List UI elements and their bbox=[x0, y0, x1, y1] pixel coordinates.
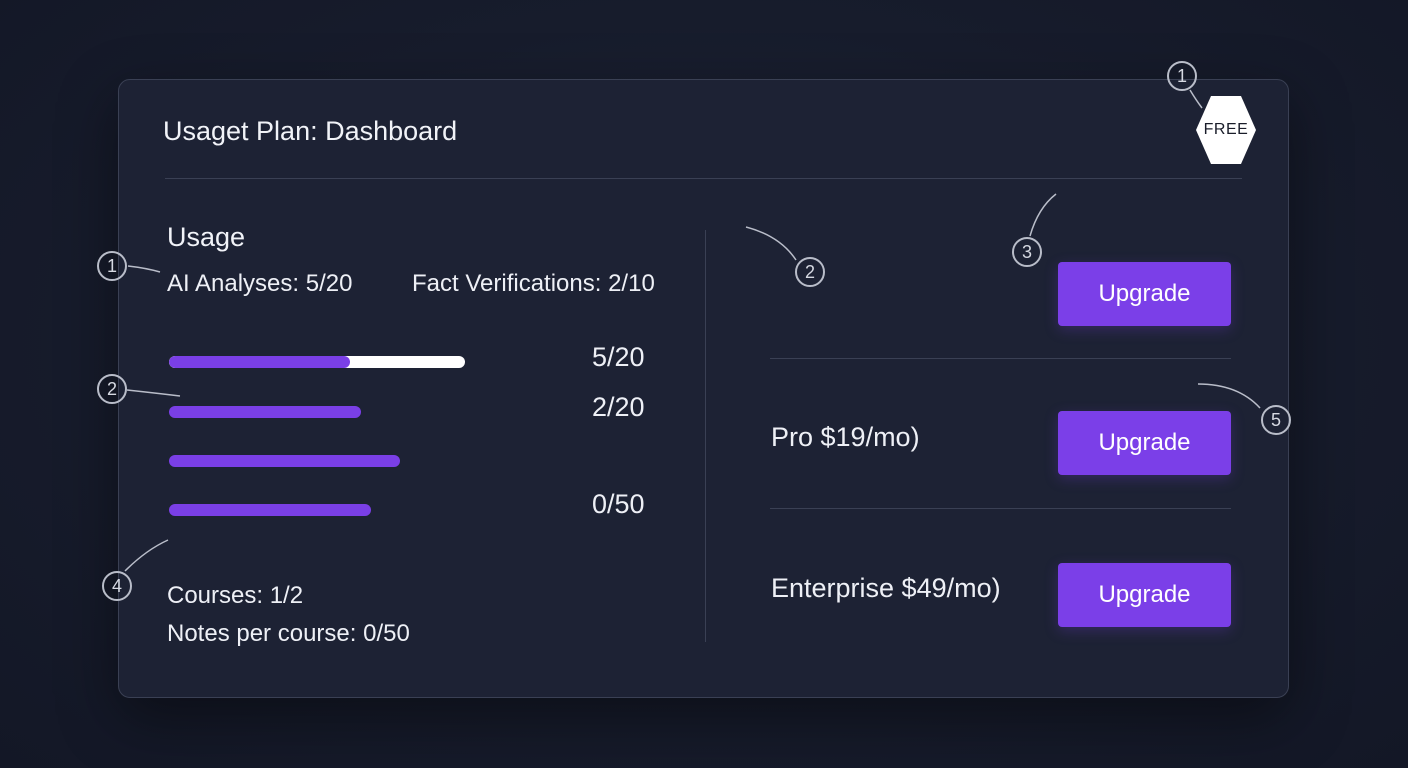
courses-count: Courses: 1/2 bbox=[167, 582, 304, 609]
callout-marker-3-upgrade: 3 bbox=[1012, 237, 1042, 267]
upgrade-button-free[interactable]: Upgrade bbox=[1058, 262, 1231, 326]
callout-marker-2-plans: 2 bbox=[795, 257, 825, 287]
callout-marker-1-metrics: 1 bbox=[97, 251, 127, 281]
leader-line-upgrade bbox=[1029, 193, 1057, 237]
usage-bar-value-1: 5/20 bbox=[592, 342, 645, 372]
usage-progress-bar-4 bbox=[169, 504, 371, 516]
notes-per-course-count: Notes per course: 0/50 bbox=[167, 620, 410, 647]
callout-marker-2-bars: 2 bbox=[97, 374, 127, 404]
leader-line-metrics bbox=[127, 265, 161, 273]
plan-divider-2 bbox=[770, 508, 1231, 509]
usage-progress-bar-3 bbox=[169, 455, 400, 467]
callout-marker-1-badge: 1 bbox=[1167, 61, 1197, 91]
usage-bar-value-2: 2/20 bbox=[592, 392, 645, 422]
callout-marker-4-footer: 4 bbox=[102, 571, 132, 601]
leader-line-badge bbox=[1189, 89, 1203, 109]
usage-progress-bar-2 bbox=[169, 406, 361, 418]
plan-divider-1 bbox=[770, 358, 1231, 359]
usage-heading: Usage bbox=[167, 222, 246, 252]
plan-name-enterprise: Enterprise $49/mo) bbox=[771, 573, 1001, 603]
fact-verifications-metric: Fact Verifications: 2/10 bbox=[412, 270, 655, 297]
usage-progress-bar-1 bbox=[169, 356, 465, 368]
leader-line-plans bbox=[745, 226, 797, 261]
plan-name-pro: Pro $19/mo) bbox=[771, 422, 920, 452]
leader-line-bars bbox=[126, 389, 181, 397]
leader-line-pro bbox=[1197, 383, 1261, 409]
ai-analyses-metric: AI Analyses: 5/20 bbox=[167, 270, 353, 297]
usage-bar-value-4: 0/50 bbox=[592, 489, 645, 519]
dashboard-card: Usaget Plan: Dashboard FREE Usage AI Ana… bbox=[118, 79, 1289, 698]
upgrade-button-pro[interactable]: Upgrade bbox=[1058, 411, 1231, 475]
header-divider bbox=[165, 178, 1242, 179]
page-title: Usaget Plan: Dashboard bbox=[163, 116, 458, 146]
leader-line-footer bbox=[124, 539, 169, 572]
upgrade-button-enterprise[interactable]: Upgrade bbox=[1058, 563, 1231, 627]
callout-marker-5-pro: 5 bbox=[1261, 405, 1291, 435]
section-divider bbox=[705, 230, 706, 642]
usage-progress-fill-1 bbox=[169, 356, 350, 368]
